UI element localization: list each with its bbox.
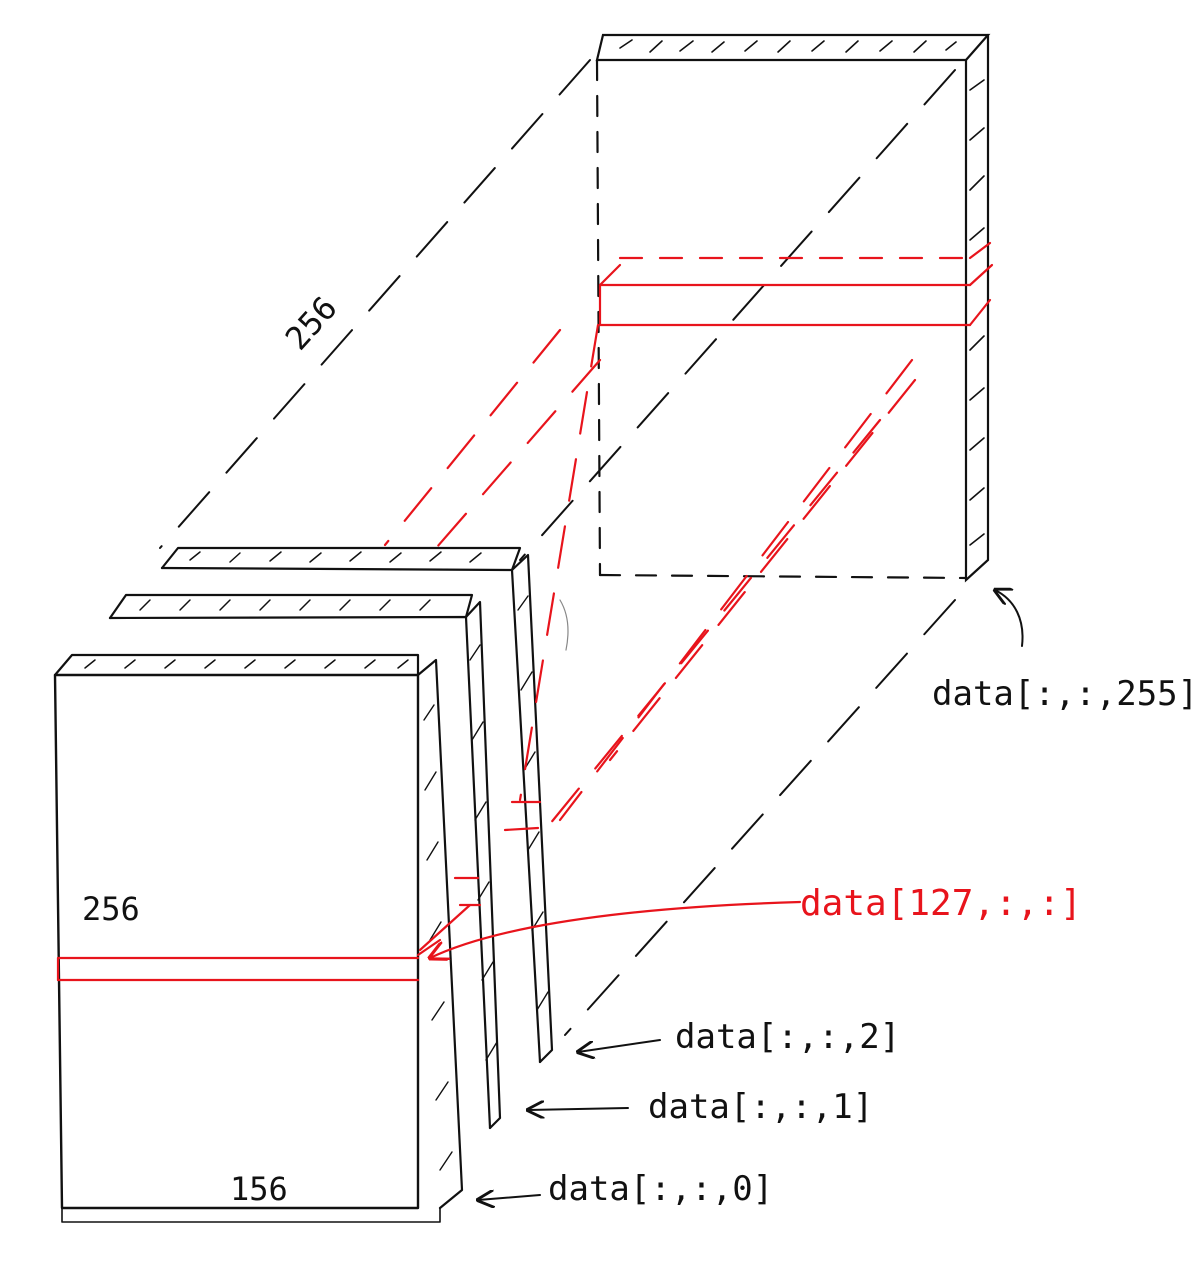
slice-127-highlight	[56, 241, 994, 982]
slice-127-label: data[127,:,:]	[800, 883, 1082, 924]
slice-0-front-face	[53, 673, 420, 1210]
perspective-lines	[159, 59, 956, 1036]
depth-dimension-label: 256	[278, 289, 345, 357]
height-dimension-label: 256	[82, 890, 140, 928]
slice-stack	[53, 546, 569, 1223]
slice-255-panel	[595, 33, 991, 583]
slice-0-label: data[:,:,0]	[548, 1169, 773, 1209]
slice-1-label: data[:,:,1]	[648, 1087, 873, 1127]
slice-0-outline	[53, 653, 420, 677]
slice-1-outline	[108, 593, 474, 620]
slice-2-label: data[:,:,2]	[675, 1017, 900, 1057]
slice-255-label: data[:,:,255]	[932, 674, 1198, 714]
width-dimension-label: 156	[230, 1170, 288, 1208]
slice-arrows	[478, 590, 1024, 1200]
slice-2-outline	[160, 546, 522, 572]
